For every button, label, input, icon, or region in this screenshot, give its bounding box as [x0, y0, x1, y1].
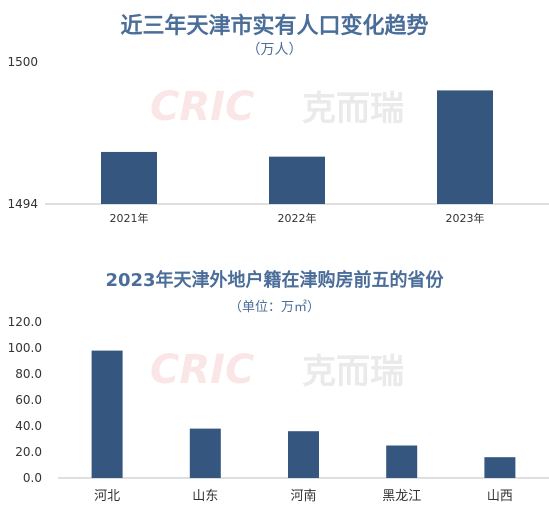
chart1-y-tick: 1494	[7, 197, 38, 211]
chart2-category-label: 山东	[192, 489, 218, 504]
watermark-chinese-2: 克而瑞	[302, 352, 404, 392]
chart2-y-tick: 60.0	[15, 393, 42, 407]
chart2-y-tick: 0.0	[23, 471, 42, 485]
chart2-category-label: 山西	[487, 489, 513, 504]
chart2-bar-5	[484, 457, 516, 478]
chart2-category-label: 黑龙江	[382, 489, 421, 504]
chart1-subtitle: （万人）	[246, 42, 303, 58]
chart2-y-tick: 100.0	[8, 341, 42, 355]
chart1-bar-3	[437, 90, 493, 204]
chart1-bar-1	[101, 151, 157, 204]
chart1-category-label: 2023年	[446, 211, 485, 225]
chart2-bar-1	[91, 350, 123, 478]
chart1-title: 近三年天津市实有人口变化趋势	[120, 14, 429, 39]
watermark-latin-1: CRIC	[150, 84, 254, 130]
chart1-bar-2	[269, 156, 325, 204]
chart2-subtitle: （单位：万㎡）	[228, 300, 320, 315]
chart2-bar-3	[288, 431, 319, 478]
watermark-latin-2: CRIC	[150, 347, 254, 393]
chart2-y-tick: 120.0	[8, 315, 42, 329]
chart2-title: 2023年天津外地户籍在津购房前五的省份	[105, 270, 444, 291]
watermark-chinese-1: 克而瑞	[302, 89, 404, 129]
chart1-category-label: 2022年	[278, 211, 317, 225]
chart2-bar-4	[386, 445, 418, 478]
chart1-plot: 1500 1494 2021年 2022年 2023年	[7, 55, 549, 225]
chart2-y-tick: 80.0	[15, 367, 42, 381]
chart2-y-tick: 40.0	[15, 419, 42, 433]
chart2-plot: 120.0 100.0 80.0 60.0 40.0 20.0 0.0 河北 山东 河南 黑龙江 山西	[8, 315, 549, 504]
chart2-y-tick: 20.0	[15, 445, 42, 459]
chart1-category-label: 2021年	[110, 211, 149, 225]
chart2-bar-2	[189, 428, 221, 478]
chart2-category-label: 河南	[290, 488, 316, 504]
chart2-category-label: 河北	[94, 489, 120, 504]
chart1-y-tick: 1500	[7, 55, 38, 69]
